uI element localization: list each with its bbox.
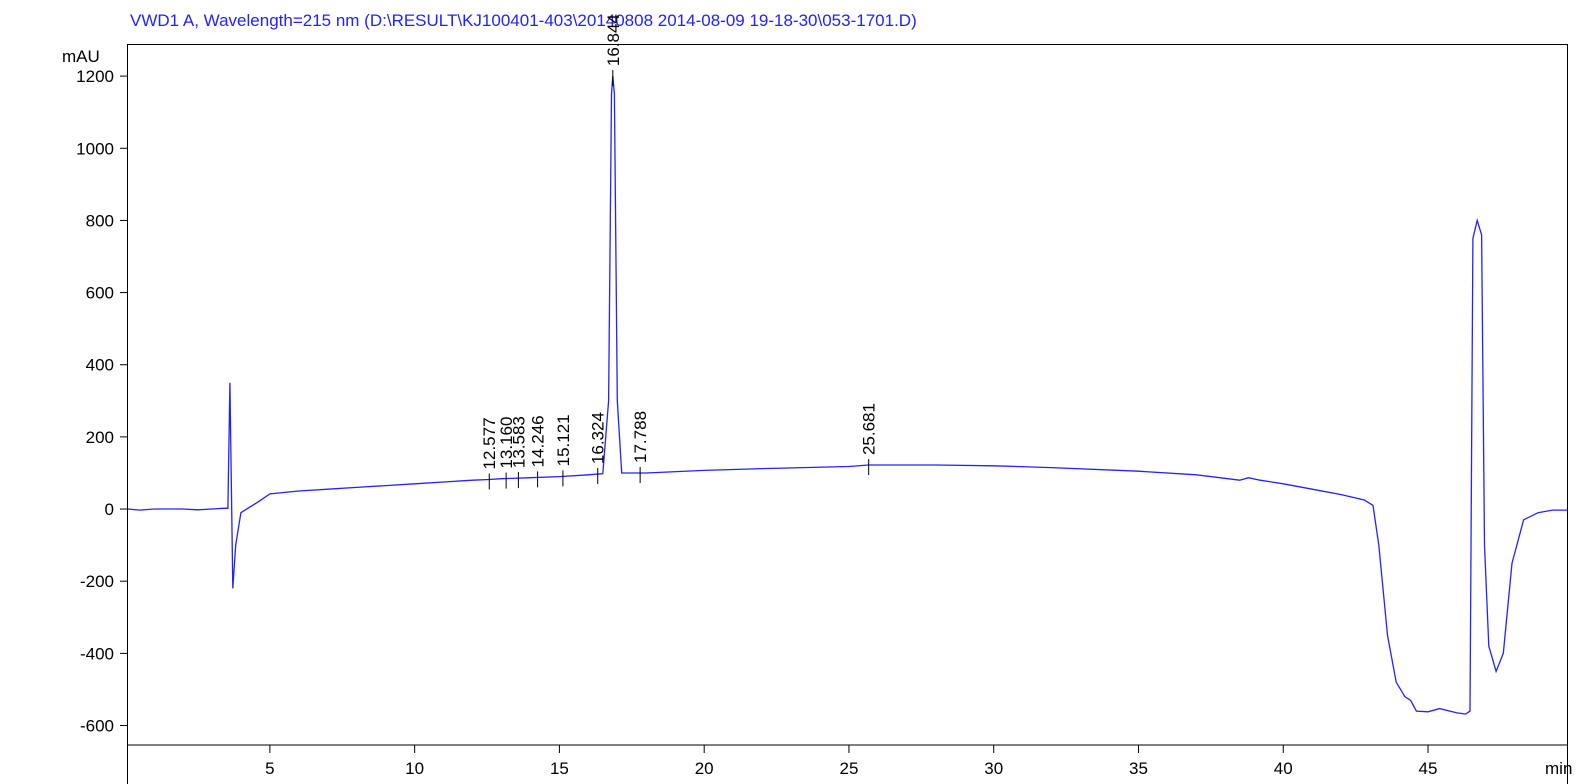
peak-label: 15.121 — [554, 414, 573, 466]
x-tick-label: 10 — [405, 759, 424, 778]
x-tick-label: 45 — [1419, 759, 1438, 778]
x-axis-label: min — [1545, 759, 1572, 778]
chart-title: VWD1 A, Wavelength=215 nm (D:\RESULT\KJ1… — [130, 11, 917, 30]
y-tick-label: -600 — [80, 717, 114, 736]
x-tick-label: 20 — [695, 759, 714, 778]
y-tick-label: 400 — [86, 356, 114, 375]
peak-label: 13.160 — [497, 417, 516, 469]
y-tick-label: 0 — [105, 500, 114, 519]
y-tick-label: 800 — [86, 211, 114, 230]
x-tick-label: 25 — [839, 759, 858, 778]
x-tick-label: 30 — [984, 759, 1003, 778]
y-tick-label: -200 — [80, 572, 114, 591]
plot-frame — [127, 44, 1568, 784]
y-tick-label: 1200 — [76, 67, 114, 86]
y-axis-label: mAU — [62, 47, 100, 66]
x-tick-label: 40 — [1274, 759, 1293, 778]
peak-label: 13.583 — [509, 416, 528, 468]
x-tick-label: 15 — [550, 759, 569, 778]
peak-label: 16.324 — [589, 412, 608, 464]
y-tick-label: 200 — [86, 428, 114, 447]
trace — [127, 76, 1567, 715]
y-tick-label: 600 — [86, 284, 114, 303]
peak-label: 17.788 — [631, 411, 650, 463]
x-tick-label: 5 — [265, 759, 274, 778]
peak-label: 12.577 — [480, 417, 499, 469]
y-tick-label: 1000 — [76, 139, 114, 158]
peak-label: 16.844 — [604, 14, 623, 66]
x-tick-label: 35 — [1129, 759, 1148, 778]
peak-label: 14.246 — [529, 415, 548, 467]
y-tick-label: -400 — [80, 644, 114, 663]
peak-label: 25.681 — [860, 403, 879, 455]
